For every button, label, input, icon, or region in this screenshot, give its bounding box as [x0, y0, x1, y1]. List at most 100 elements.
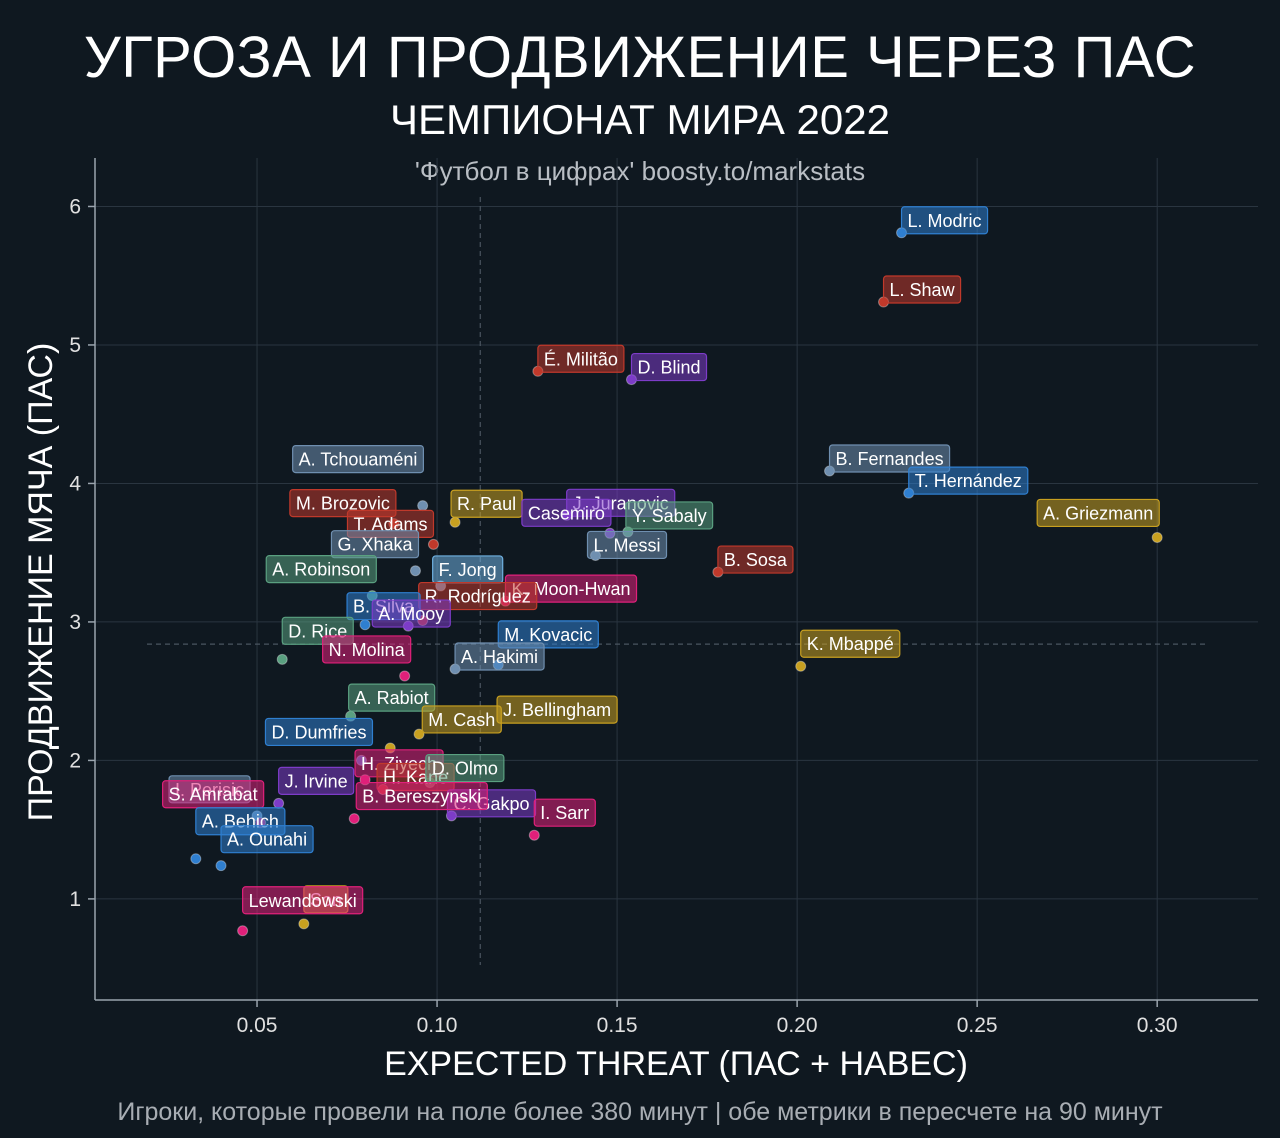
point-label: Casemiro	[521, 498, 612, 527]
point-label: L. Shaw	[882, 275, 962, 304]
point-label-box	[242, 886, 364, 915]
point-label-text: D. Dumfries	[271, 722, 366, 742]
point-label: F. Jong	[432, 555, 504, 584]
point-label: I. Sarr	[533, 798, 596, 827]
point-label: G. Xhaka	[330, 530, 420, 559]
point-label-text: N. Molina	[329, 640, 406, 660]
point-label-box	[421, 705, 502, 734]
point-label-box	[292, 445, 425, 474]
point-label-text: R. Rodríguez	[425, 587, 531, 607]
point-label-text: J. Bellingham	[503, 700, 611, 720]
data-point	[276, 653, 288, 665]
point-label: A. Mooy	[371, 599, 451, 628]
point-label-box	[265, 555, 377, 584]
x-tick-label: 0.25	[957, 1014, 998, 1037]
data-point	[413, 728, 425, 740]
point-label-box	[220, 825, 314, 854]
point-label: Lewandowski	[242, 886, 364, 915]
point-label: L. Modric	[900, 206, 989, 235]
point-label: L. Messi	[586, 530, 668, 560]
point-label-text: S. Amrabat	[169, 785, 258, 805]
point-label-text: M. Kovacic	[504, 625, 592, 645]
point-label: R. Paul	[450, 489, 523, 518]
point-label: N. Molina	[322, 635, 412, 664]
point-label-box	[521, 498, 612, 527]
point-label-box	[264, 717, 374, 747]
point-label-text: A. Mooy	[378, 604, 444, 624]
x-tick-label: 0.20	[777, 1014, 818, 1037]
point-label: A. Hakimi	[454, 642, 545, 671]
reference-lines	[147, 197, 1207, 965]
point-label-text: A. Tchouaméni	[299, 450, 418, 470]
point-label-text: É. Militão	[544, 349, 618, 369]
point-label-text: K. Moon-Hwan	[511, 579, 630, 599]
point-label-box	[900, 206, 989, 235]
data-point	[298, 918, 310, 930]
point-label: D. Dumfries	[264, 717, 374, 747]
data-point	[449, 516, 461, 528]
point-label-text: Casemiro	[528, 503, 605, 523]
point-label-text: F. Jong	[439, 560, 497, 580]
point-label: É. Militão	[537, 344, 625, 373]
point-label-text: Lewandowski	[249, 891, 357, 911]
x-tick-label: 0.15	[597, 1014, 638, 1037]
point-label-text: T. Adams	[353, 514, 427, 534]
chart-source: 'Футбол в цифрах' boosty.to/markstats	[414, 156, 866, 186]
point-label-text: T. Hernández	[915, 471, 1022, 491]
point-label-text: L. Shaw	[890, 280, 956, 300]
x-tick-label: 0.30	[1137, 1014, 1178, 1037]
data-point	[348, 813, 360, 825]
data-point	[399, 670, 411, 682]
point-label: K. Moon-Hwan	[504, 574, 638, 603]
point-label-box	[717, 545, 794, 574]
data-labels: L. Modric L. Shaw É. Militão D. Blind B. Fer…	[162, 206, 1160, 915]
point-label-box	[1036, 498, 1160, 528]
data-point	[417, 500, 429, 512]
grid-layer	[95, 158, 1258, 1000]
point-label: B. Fernandes	[828, 444, 951, 473]
point-label-text: L. Messi	[593, 535, 660, 555]
point-label: T. Hernández	[908, 466, 1029, 495]
point-label-box	[537, 344, 625, 373]
point-label: J. Bellingham	[496, 695, 618, 724]
chart-subtitle: ЧЕМПИОНАТ МИРА 2022	[390, 96, 890, 143]
data-point	[1151, 531, 1163, 543]
point-label: J. Irvine	[278, 766, 355, 795]
data-point	[215, 860, 227, 872]
data-point	[359, 619, 371, 631]
point-label-text: D. Blind	[637, 358, 700, 378]
chart-footnote: Игроки, которые провели на поле более 38…	[117, 1098, 1163, 1126]
point-label-box	[882, 275, 962, 304]
point-label-box	[908, 466, 1029, 495]
point-label-text: B. Sosa	[724, 550, 788, 570]
y-tick-label: 1	[69, 888, 81, 911]
point-label: K. Mbappé	[800, 629, 901, 658]
point-label-text: A. Griezmann	[1043, 503, 1153, 523]
data-point	[237, 925, 249, 937]
point-label-box	[800, 629, 901, 658]
point-label-box	[348, 683, 436, 712]
point-label: M. Cash	[421, 705, 502, 734]
point-label: A. Griezmann	[1036, 498, 1160, 528]
point-label-text: A. Robinson	[272, 560, 370, 580]
point-label: A. Tchouaméni	[292, 445, 425, 474]
point-label-box	[625, 501, 714, 530]
point-label: B. Sosa	[717, 545, 794, 574]
point-label-text: A. Rabiot	[355, 688, 429, 708]
y-tick-label: 3	[69, 611, 81, 634]
point-label: S. Amrabat	[162, 780, 265, 809]
point-label-text: J. Irvine	[285, 771, 348, 791]
point-label-box	[322, 635, 412, 664]
point-label-box	[355, 781, 488, 811]
point-label-text: L. Modric	[908, 211, 982, 231]
point-label-text: D. Olmo	[432, 759, 498, 779]
point-label-text: G. Xhaka	[337, 535, 413, 555]
data-point	[409, 565, 421, 577]
point-label-box	[454, 642, 545, 671]
point-label-text: K. Mbappé	[807, 634, 894, 654]
point-label: A. Robinson	[265, 555, 377, 584]
point-label: D. Blind	[630, 352, 708, 382]
point-label-text: I. Sarr	[540, 803, 589, 823]
x-axis-title: EXPECTED THREAT (ПАС + НАВЕС)	[384, 1045, 968, 1083]
